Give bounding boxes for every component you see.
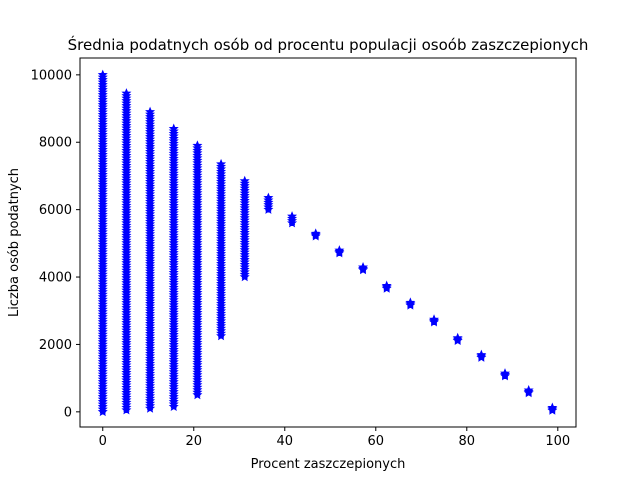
data-point bbox=[381, 283, 392, 293]
y-tick-label: 6000 bbox=[39, 203, 72, 218]
y-tick-label: 8000 bbox=[39, 136, 72, 151]
data-points bbox=[97, 69, 558, 417]
data-point bbox=[287, 211, 298, 221]
data-point bbox=[239, 175, 250, 186]
x-tick-label: 100 bbox=[545, 434, 570, 449]
data-point bbox=[500, 370, 511, 381]
data-point bbox=[168, 123, 179, 133]
y-tick-label: 2000 bbox=[39, 338, 72, 353]
data-point bbox=[310, 231, 321, 241]
x-tick-label: 60 bbox=[368, 434, 385, 449]
data-point bbox=[334, 247, 345, 258]
y-tick-label: 10000 bbox=[31, 68, 72, 83]
x-tick-label: 40 bbox=[276, 434, 293, 449]
data-point bbox=[145, 106, 156, 117]
x-axis: 0 20 40 60 80 100 bbox=[99, 427, 570, 449]
data-point bbox=[216, 158, 227, 169]
data-point bbox=[358, 264, 369, 275]
chart-title: Średnia podatnych osób od procentu popul… bbox=[68, 35, 589, 54]
data-point bbox=[429, 316, 440, 327]
data-point bbox=[192, 140, 203, 150]
y-axis-label: Liczba osób podatnych bbox=[7, 168, 22, 317]
y-tick-label: 0 bbox=[64, 405, 72, 420]
data-point bbox=[405, 300, 416, 310]
data-point bbox=[263, 192, 274, 203]
x-axis-label: Procent zaszczepionych bbox=[251, 457, 406, 472]
plot-area-frame bbox=[79, 57, 577, 428]
data-point bbox=[452, 335, 463, 345]
x-tick-label: 20 bbox=[185, 434, 202, 449]
data-point bbox=[523, 387, 534, 398]
y-axis: 0 2000 4000 6000 8000 10000 bbox=[31, 68, 80, 420]
x-tick-label: 80 bbox=[459, 434, 476, 449]
x-tick-label: 0 bbox=[99, 434, 107, 449]
data-point bbox=[97, 69, 108, 80]
y-tick-label: 4000 bbox=[39, 271, 72, 286]
data-point bbox=[547, 405, 558, 415]
data-point bbox=[476, 352, 487, 362]
data-point bbox=[121, 88, 132, 98]
